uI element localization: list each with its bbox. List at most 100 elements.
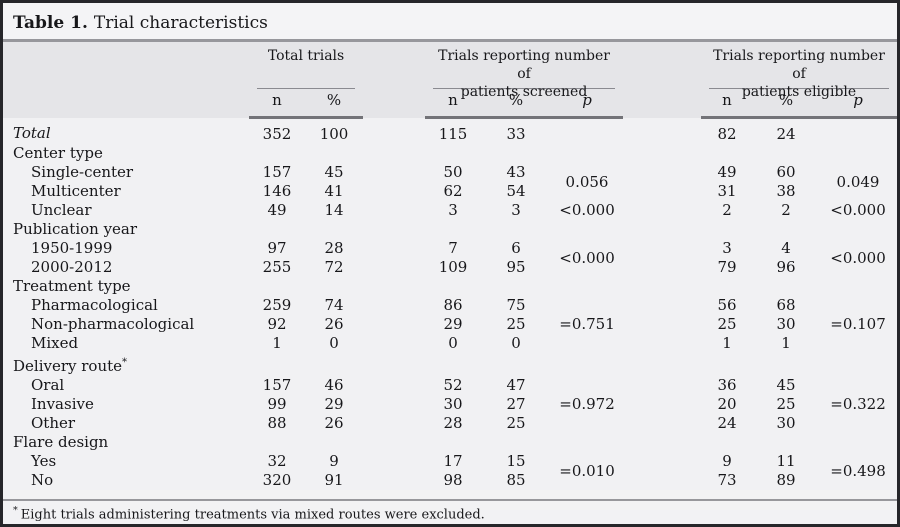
value-cell: 4 [781,239,791,257]
table-row: 2000-2012 255 72 109 95 79 96 [3,258,897,277]
value-cell: 28 [443,414,463,432]
value-cell: 30 [776,414,796,432]
value-cell: 320 [262,471,292,489]
value-cell: 3 [511,201,521,219]
value-cell: 54 [506,182,526,200]
value-cell: 28 [324,239,344,257]
value-cell: 0 [329,334,339,352]
table-row: Multicenter 146 41 62 54 31 38 [3,182,897,201]
col-header-eligible-p: p [819,89,897,119]
value-cell: 36 [717,376,737,394]
value-cell: 92 [267,315,287,333]
value-cell: 86 [443,296,463,314]
value-cell: 79 [717,258,737,276]
p-value-cell: =0.972 [559,395,615,413]
table-row: Treatment type [3,277,897,296]
value-cell: 43 [506,163,526,181]
col-header-eligible-n: n [701,89,754,119]
row-label: Pharmacological [31,296,158,314]
row-label: Mixed [31,334,79,352]
value-cell: 47 [506,376,526,394]
group-header-row: Total trials Trials reporting number of … [3,42,897,118]
spacer-cell [623,395,701,414]
value-cell: 96 [776,258,796,276]
p-value-cell: <0.000 [559,201,615,219]
spacer-cell [363,118,425,145]
row-label: 2000-2012 [31,258,113,276]
value-cell: 27 [506,395,526,413]
value-cell: 9 [329,452,339,470]
value-cell: 15 [506,452,526,470]
table-row: Flare design [3,433,897,452]
spacer-cell [623,296,701,315]
value-cell: 29 [443,315,463,333]
spacer-cell [363,414,425,433]
value-cell: 30 [443,395,463,413]
value-cell: 17 [443,452,463,470]
spacer-cell [623,182,701,201]
spacer-cell [363,258,425,277]
trial-characteristics-table: Total trials Trials reporting number of … [3,42,897,490]
section-label: Center type [13,144,103,162]
value-cell: 91 [324,471,344,489]
spacer-cell [363,296,425,315]
row-label: Invasive [31,395,94,413]
table-row: Unclear 49 14 3 3 <0.000 2 2 <0.000 [3,201,897,220]
value-cell: 14 [324,201,344,219]
p-value-cell: <0.000 [559,248,615,267]
value-cell: 56 [717,296,737,314]
section-label: Flare design [13,433,109,451]
spacer-cell [623,471,701,490]
p-value-cell: =0.322 [830,395,886,413]
p-value-cell: 0.056 [565,172,609,191]
value-cell: 259 [262,296,292,314]
spacer-cell [363,163,425,182]
value-cell: 7 [448,239,458,257]
value-cell: 99 [267,395,287,413]
value-cell: 85 [506,471,526,489]
row-label: Multicenter [31,182,121,200]
spacer-cell [363,452,425,471]
spacer-cell [623,414,701,433]
value-cell: 50 [443,163,463,181]
spacer-cell [363,239,425,258]
spacer-cell [623,258,701,277]
p-value-cell: <0.000 [830,201,886,219]
value-cell: 0 [448,334,458,352]
value-cell: 25 [717,315,737,333]
value-cell: 20 [717,395,737,413]
value-cell: 1 [272,334,282,352]
footnote-rule [3,499,897,501]
col-header-screened-p: p [551,89,624,119]
table-number: Table 1. [13,13,88,33]
value-cell: 25 [506,414,526,432]
group-total-trials: Total trials [249,42,364,89]
row-label: Other [31,414,76,432]
spacer-cell [363,201,425,220]
value-cell: 72 [324,258,344,276]
value-cell: 26 [324,414,344,432]
table-row: Yes 32 9 17 15 =0.010 9 11 =0.498 [3,452,897,480]
value-cell: 9 [722,452,732,470]
spacer-cell [623,163,701,182]
value-cell: 52 [443,376,463,394]
value-cell: 98 [443,471,463,489]
table-row: Delivery route* [3,353,897,376]
value-cell: 89 [776,471,796,489]
value-cell: 73 [717,471,737,489]
spacer-cell [623,315,701,334]
value-cell: 29 [324,395,344,413]
spacer-cell [623,118,701,145]
value-cell: 100 [319,125,349,143]
column-header-row: n % n % p n % p [3,89,897,119]
spacer-cell [363,334,425,353]
p-value-cell [819,118,897,145]
row-label: Total [13,124,51,143]
spacer-cell [363,471,425,490]
table-row: Pharmacological 259 74 86 75 =0.751 56 68 =0.107 [3,296,897,333]
row-label: Unclear [31,201,92,219]
table-row: Publication year [3,220,897,239]
group-patients-screened: Trials reporting number of patients scre… [425,42,624,100]
value-cell: 25 [506,315,526,333]
